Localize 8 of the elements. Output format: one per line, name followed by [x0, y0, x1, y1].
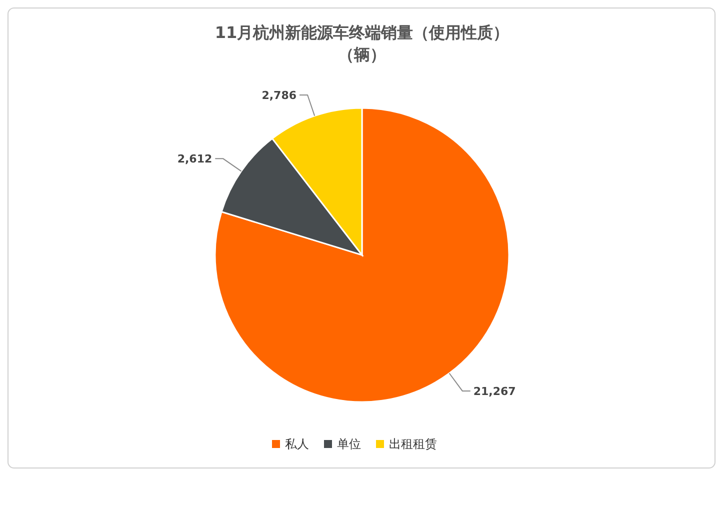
data-label: 21,267: [473, 384, 516, 398]
legend-label: 私人: [285, 437, 309, 451]
data-label: 2,612: [177, 152, 212, 166]
chart-subtitle: （辆）: [338, 45, 386, 64]
legend-label: 出租租赁: [389, 437, 437, 451]
chart-title: 11月杭州新能源车终端销量（使用性质）: [214, 23, 510, 42]
data-label: 2,786: [262, 89, 297, 102]
legend-label: 单位: [337, 437, 361, 451]
